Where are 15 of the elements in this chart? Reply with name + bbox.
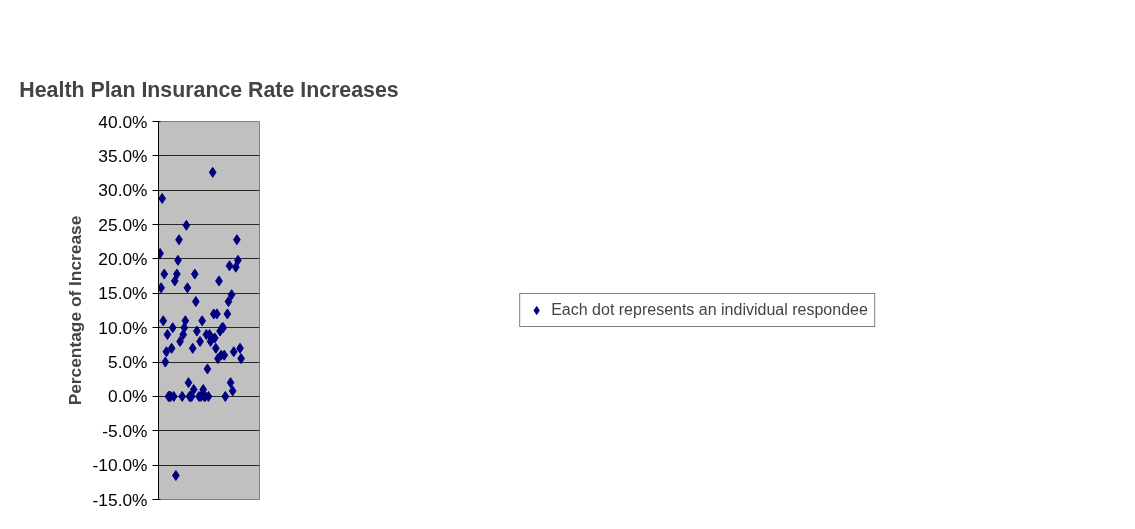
- y-tick-label: 15.0%: [98, 283, 148, 304]
- y-tick-label: 25.0%: [98, 214, 148, 235]
- y-tick-label: 5.0%: [108, 352, 148, 373]
- chart-title: Health Plan Insurance Rate Increases: [19, 77, 399, 102]
- y-tick-label: 20.0%: [98, 248, 148, 269]
- y-tick-label: -15.0%: [92, 489, 148, 510]
- y-tick-label: -5.0%: [102, 420, 148, 441]
- y-tick-label: 40.0%: [98, 111, 148, 132]
- y-tick-label: -10.0%: [92, 455, 148, 476]
- legend-label: Each dot represents an individual respondee: [551, 301, 868, 319]
- y-tick-label: 0.0%: [108, 386, 148, 407]
- y-tick-label: 35.0%: [98, 145, 148, 166]
- y-tick-label: 10.0%: [98, 317, 148, 338]
- y-tick-label: 30.0%: [98, 180, 148, 201]
- y-axis-title: Percentage of Increase: [64, 215, 85, 406]
